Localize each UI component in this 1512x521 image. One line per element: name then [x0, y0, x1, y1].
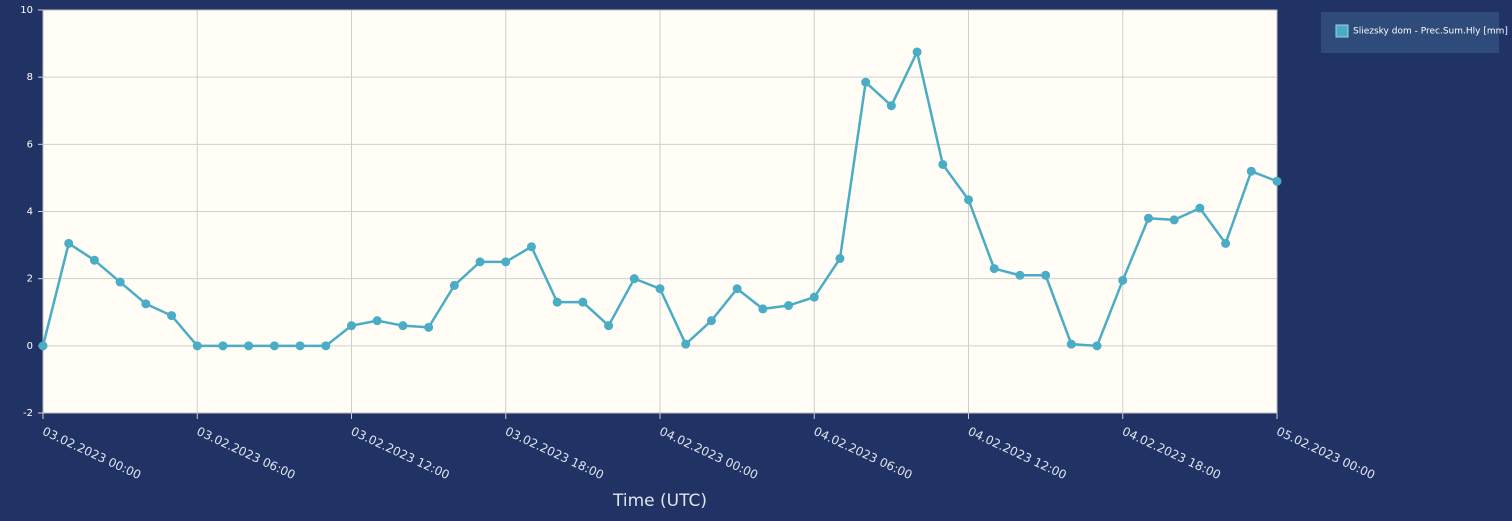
- plot-border: [42, 9, 1278, 414]
- y-tick-label: 2: [27, 274, 33, 285]
- data-point: [964, 195, 973, 205]
- y-tick-label: 8: [27, 72, 33, 83]
- data-point: [244, 341, 254, 351]
- y-tick-label: 6: [27, 139, 33, 150]
- y-tick-label: 0: [27, 341, 33, 352]
- data-point: [604, 321, 614, 331]
- data-point: [1221, 238, 1231, 248]
- data-point: [578, 297, 588, 307]
- data-point: [938, 159, 948, 169]
- x-axis-label: Time (UTC): [612, 491, 707, 511]
- legend-box: [1321, 12, 1499, 53]
- data-point: [655, 284, 665, 294]
- data-point: [1272, 176, 1282, 186]
- data-point: [424, 322, 434, 332]
- data-point: [398, 321, 408, 331]
- data-point: [681, 339, 691, 349]
- data-point: [295, 341, 305, 351]
- data-point: [89, 255, 99, 265]
- data-point: [758, 304, 768, 314]
- data-point: [835, 254, 845, 264]
- data-point: [1066, 339, 1076, 349]
- data-point: [141, 299, 151, 309]
- data-point: [115, 277, 125, 287]
- data-point: [809, 292, 819, 302]
- data-point: [192, 341, 202, 351]
- data-point: [167, 311, 177, 321]
- legend: Sliezsky dom - Prec.Sum.Hly [mm]: [1321, 12, 1508, 53]
- data-point: [552, 297, 562, 307]
- data-point: [886, 101, 896, 111]
- data-point: [1041, 270, 1051, 280]
- data-point: [989, 264, 999, 274]
- data-point: [732, 284, 742, 294]
- data-point: [784, 301, 794, 311]
- data-point: [1015, 270, 1025, 280]
- data-point: [501, 257, 511, 267]
- data-point: [64, 238, 74, 248]
- data-point: [347, 321, 356, 331]
- data-point: [475, 257, 485, 267]
- data-point: [38, 341, 48, 351]
- data-point: [706, 316, 716, 326]
- data-point: [1118, 275, 1128, 285]
- y-tick-label: 4: [27, 207, 33, 218]
- legend-label: Sliezsky dom - Prec.Sum.Hly [mm]: [1353, 27, 1508, 37]
- data-point: [269, 341, 279, 351]
- data-point: [861, 77, 871, 87]
- y-tick-label: -2: [23, 408, 33, 419]
- data-point: [1169, 215, 1179, 225]
- data-point: [912, 47, 922, 57]
- data-point: [1195, 203, 1205, 213]
- data-point: [1143, 213, 1153, 223]
- data-point: [321, 341, 331, 351]
- data-point: [1092, 341, 1102, 351]
- data-point: [526, 242, 536, 252]
- data-point: [449, 280, 459, 290]
- data-point: [218, 341, 228, 351]
- y-tick-label: 10: [20, 5, 33, 16]
- legend-swatch: [1335, 24, 1349, 38]
- data-point: [629, 274, 639, 284]
- data-point: [1246, 166, 1256, 176]
- data-point: [372, 316, 382, 326]
